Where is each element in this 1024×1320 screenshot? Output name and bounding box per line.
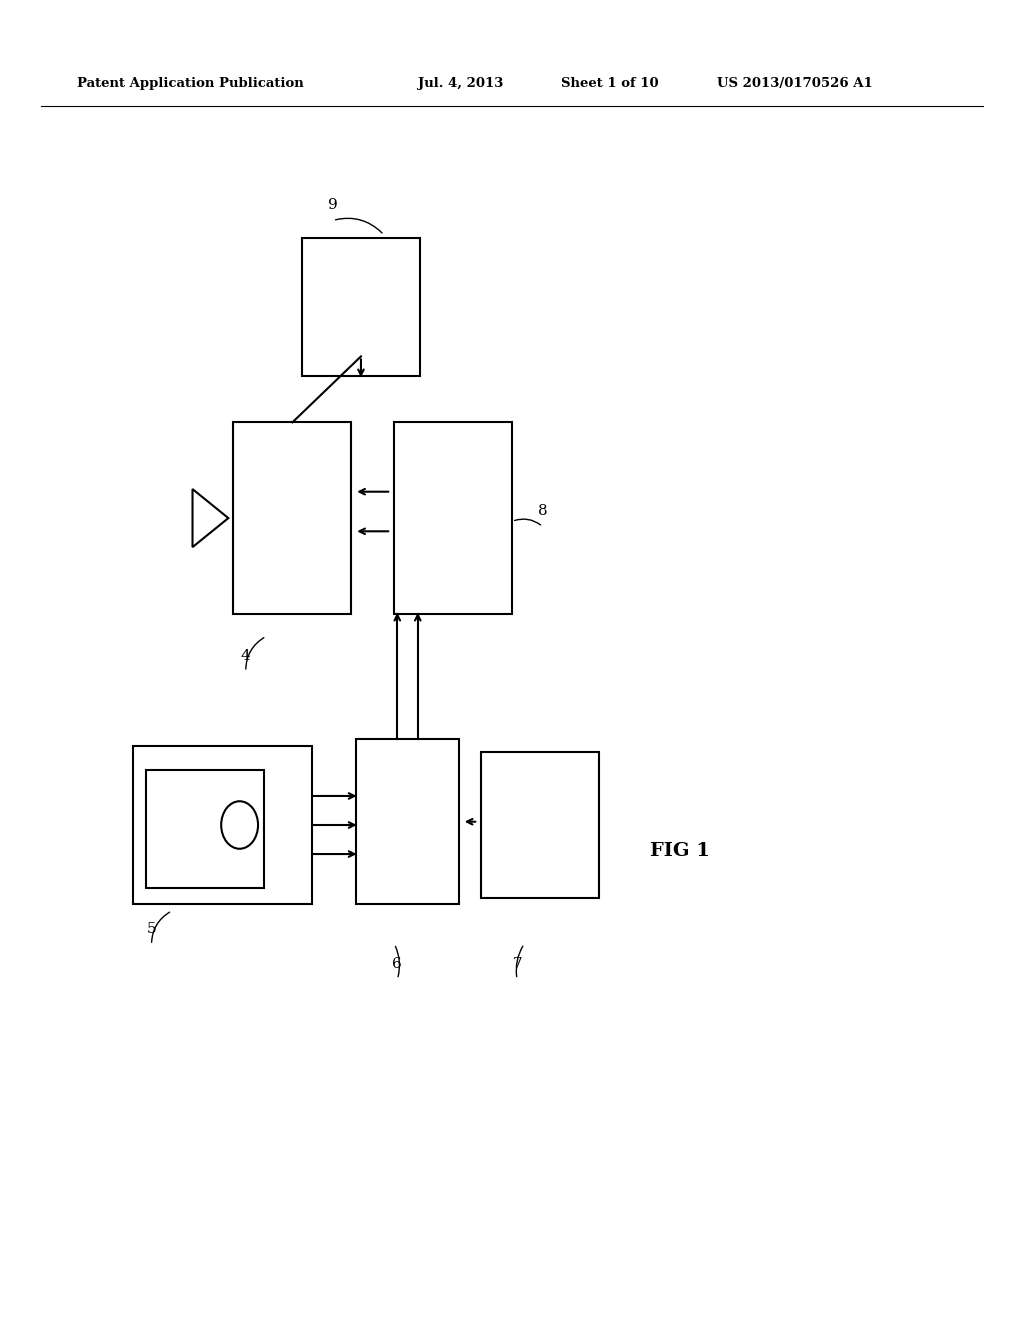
- Text: Patent Application Publication: Patent Application Publication: [77, 77, 303, 90]
- Text: FIG 1: FIG 1: [650, 842, 711, 861]
- Bar: [481, 752, 599, 898]
- Bar: [356, 739, 459, 904]
- Text: 6: 6: [392, 957, 402, 970]
- Text: 8: 8: [538, 504, 548, 517]
- Bar: [146, 770, 264, 888]
- Text: 7: 7: [512, 957, 522, 970]
- Text: Sheet 1 of 10: Sheet 1 of 10: [561, 77, 658, 90]
- Text: 4: 4: [241, 649, 251, 663]
- Bar: [133, 746, 312, 904]
- Text: 9: 9: [328, 198, 338, 211]
- Bar: [233, 422, 351, 614]
- Text: Jul. 4, 2013: Jul. 4, 2013: [418, 77, 503, 90]
- Text: US 2013/0170526 A1: US 2013/0170526 A1: [717, 77, 872, 90]
- Bar: [394, 422, 512, 614]
- Bar: [302, 238, 420, 376]
- Text: 5: 5: [146, 923, 157, 936]
